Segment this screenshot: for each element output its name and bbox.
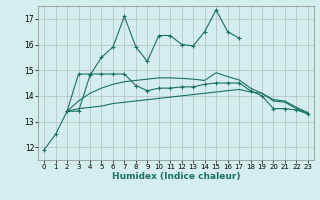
X-axis label: Humidex (Indice chaleur): Humidex (Indice chaleur) <box>112 172 240 181</box>
